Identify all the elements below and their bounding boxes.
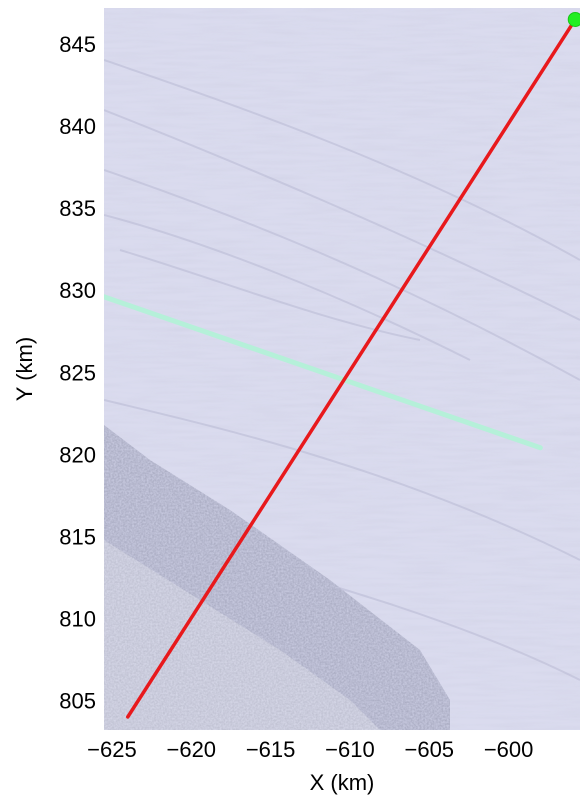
x-tick-label: −625 (87, 737, 137, 762)
y-tick-label: 820 (59, 442, 96, 467)
flight-track-line (126, 17, 577, 719)
y-tick-label: 815 (59, 524, 96, 549)
y-tick-label: 825 (59, 360, 96, 385)
map-plot-area (104, 8, 580, 730)
y-tick-label: 810 (59, 606, 96, 631)
x-axis-label: X (km) (310, 770, 375, 795)
y-axis: 805 810 815 820 825 830 835 840 845 (59, 32, 96, 713)
x-tick-label: −605 (404, 737, 454, 762)
y-tick-label: 835 (59, 196, 96, 221)
x-tick-label: −610 (325, 737, 375, 762)
y-tick-label: 845 (59, 32, 96, 57)
crevasse-field (104, 425, 450, 730)
x-tick-label: −615 (246, 737, 296, 762)
crossing-track-line (104, 294, 543, 451)
y-tick-label: 805 (59, 688, 96, 713)
y-tick-label: 830 (59, 278, 96, 303)
x-tick-label: −620 (166, 737, 216, 762)
start-point-marker (567, 11, 580, 27)
y-axis-label: Y (km) (12, 337, 37, 401)
x-tick-label: −600 (484, 737, 534, 762)
y-tick-label: 840 (59, 114, 96, 139)
x-axis: −625 −620 −615 −610 −605 −600 (87, 737, 533, 762)
